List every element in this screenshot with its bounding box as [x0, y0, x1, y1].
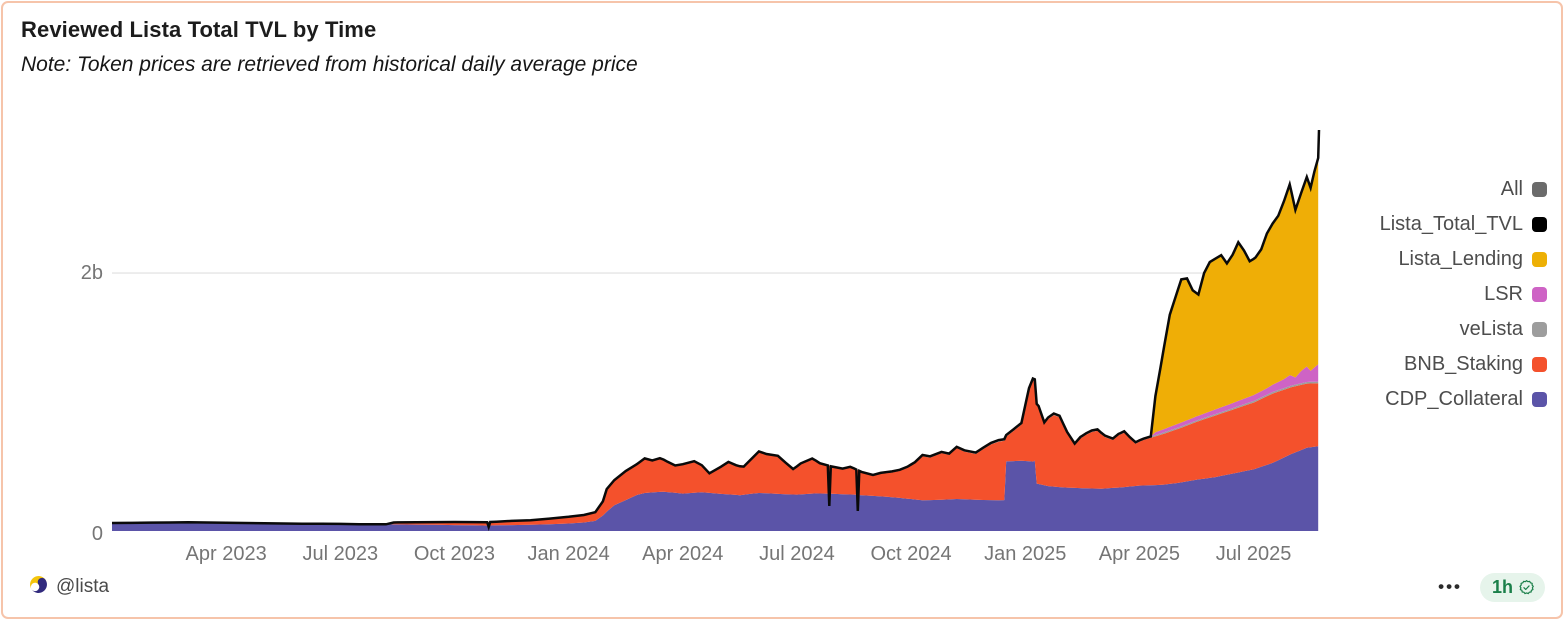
- line-Lista_Total_TVL: [111, 129, 1321, 532]
- refresh-age-label: 1h: [1491, 576, 1513, 597]
- legend-swatch: [1532, 251, 1547, 267]
- legend-label: veLista: [1459, 317, 1523, 340]
- area-BNB_Staking: [112, 380, 1319, 526]
- legend-item-veLista[interactable]: veLista: [1460, 315, 1547, 343]
- chart-title: Reviewed Lista Total TVL by Time: [21, 17, 377, 42]
- area-CDP_Collateral: [112, 446, 1319, 531]
- legend-item-LSR[interactable]: LSR: [1484, 280, 1547, 308]
- card-footer: @lista ••• 1h: [3, 563, 1561, 617]
- area-LSR: [112, 364, 1319, 525]
- legend-label: CDP_Collateral: [1385, 387, 1523, 410]
- legend-swatch: [1532, 356, 1547, 372]
- author-block[interactable]: @lista: [29, 575, 109, 599]
- legend-swatch: [1532, 321, 1547, 337]
- legend-label: BNB_Staking: [1404, 352, 1523, 375]
- legend-item-CDP_Collateral[interactable]: CDP_Collateral: [1385, 385, 1547, 413]
- legend-item-Lista_Total_TVL[interactable]: Lista_Total_TVL: [1380, 210, 1547, 238]
- legend-label: LSR: [1484, 282, 1523, 305]
- lista-logo-icon: [29, 575, 48, 599]
- more-menu-button[interactable]: •••: [1434, 573, 1466, 601]
- legend-swatch: [1532, 286, 1547, 302]
- refresh-badge[interactable]: 1h: [1479, 572, 1545, 602]
- legend-swatch: [1532, 216, 1547, 232]
- tvl-stacked-area-chart[interactable]: 0 2b Apr 2023 Jul 2023 Oct 2023 Jan 2024 Apr …: [3, 3, 1561, 617]
- legend-swatch: [1532, 391, 1547, 407]
- legend-label: All: [1500, 177, 1523, 200]
- chart-header: Reviewed Lista Total TVL by Time Note: T…: [21, 17, 1541, 77]
- legend-item-All[interactable]: All: [1501, 175, 1547, 203]
- chart-canvas: [111, 129, 1321, 532]
- legend-label: Lista_Total_TVL: [1379, 212, 1523, 235]
- legend-label: Lista_Lending: [1398, 247, 1523, 270]
- legend-item-Lista_Lending[interactable]: Lista_Lending: [1398, 245, 1547, 273]
- y-tick-label: 0: [91, 523, 103, 545]
- author-handle[interactable]: @lista: [56, 576, 110, 597]
- chart-legend: All Lista_Total_TVL Lista_Lending LSR veList…: [1380, 175, 1547, 413]
- legend-swatch: [1532, 181, 1547, 197]
- area-Lista_Lending: [112, 157, 1319, 525]
- y-tick-label: 2b: [80, 262, 103, 285]
- chart-subtitle: Note: Token prices are retrieved from hi…: [21, 53, 638, 76]
- area-veLista: [112, 378, 1319, 525]
- legend-item-BNB_Staking[interactable]: BNB_Staking: [1404, 350, 1547, 378]
- verified-check-icon: [1518, 579, 1535, 596]
